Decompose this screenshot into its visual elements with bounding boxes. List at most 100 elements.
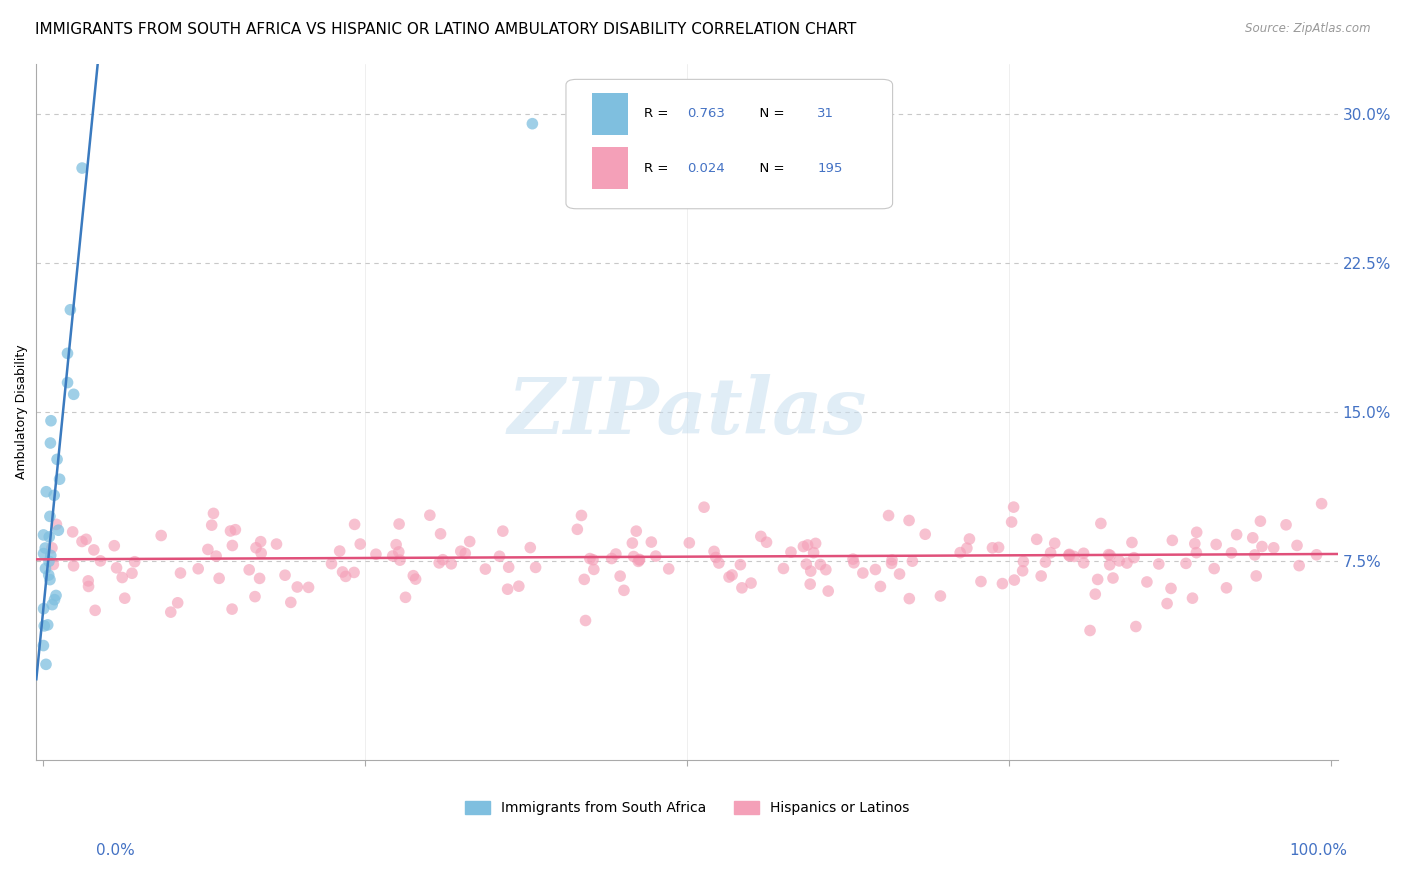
Point <box>458 534 481 549</box>
Point <box>343 517 366 532</box>
Point <box>1249 514 1271 528</box>
Point <box>41 541 63 555</box>
Point <box>880 553 903 567</box>
Text: 0.763: 0.763 <box>688 107 725 120</box>
Text: R =: R = <box>644 107 672 120</box>
Point <box>780 545 803 559</box>
Point <box>799 577 821 591</box>
Point <box>364 547 387 561</box>
Point <box>249 571 271 585</box>
Point <box>274 568 297 582</box>
Point <box>32 619 55 633</box>
Point <box>166 596 188 610</box>
Point <box>842 556 865 570</box>
Point <box>852 566 875 580</box>
Point <box>865 562 887 576</box>
Point <box>1035 555 1057 569</box>
Point <box>772 561 794 575</box>
Point <box>574 573 596 587</box>
Point <box>285 580 308 594</box>
Point <box>402 568 425 582</box>
Text: 31: 31 <box>817 107 834 120</box>
Point <box>889 566 911 581</box>
Point <box>1059 547 1081 561</box>
Point <box>77 579 100 593</box>
Point <box>496 582 519 597</box>
Point <box>949 546 972 560</box>
Point <box>508 579 530 593</box>
Point <box>970 574 993 589</box>
Point <box>124 555 146 569</box>
Point <box>474 562 496 576</box>
Point <box>981 541 1004 555</box>
Point <box>1181 591 1204 606</box>
Point <box>718 570 741 584</box>
Point <box>349 537 371 551</box>
Point <box>35 484 58 499</box>
Point <box>1175 557 1198 571</box>
Point <box>522 117 544 131</box>
Point <box>898 513 921 527</box>
Point <box>524 560 547 574</box>
Point <box>1039 546 1062 560</box>
Point <box>627 554 650 568</box>
Point <box>707 556 730 570</box>
Point <box>1002 573 1025 587</box>
Point <box>34 561 56 575</box>
Point <box>38 530 60 544</box>
Point <box>1185 525 1208 540</box>
Point <box>56 376 79 390</box>
Point <box>1012 555 1035 569</box>
Point <box>1305 548 1327 562</box>
Point <box>730 558 752 572</box>
Point <box>32 528 55 542</box>
Text: 100.0%: 100.0% <box>1289 843 1347 858</box>
Point <box>440 557 463 571</box>
Point <box>39 509 62 524</box>
Point <box>804 536 827 550</box>
Bar <box>592 147 628 189</box>
Point <box>150 528 173 542</box>
FancyBboxPatch shape <box>567 79 893 209</box>
Point <box>250 546 273 560</box>
Point <box>394 591 416 605</box>
Point <box>1087 573 1109 587</box>
Point <box>208 571 231 585</box>
Point <box>62 387 84 401</box>
Point <box>628 553 651 567</box>
Point <box>62 558 84 573</box>
Point <box>1123 550 1146 565</box>
Point <box>488 549 510 564</box>
Point <box>582 562 605 576</box>
Point <box>1025 533 1047 547</box>
Point <box>1310 497 1333 511</box>
Point <box>869 579 891 593</box>
Text: 0.024: 0.024 <box>688 161 724 175</box>
Point <box>623 549 645 564</box>
Point <box>39 549 62 563</box>
Point <box>1098 548 1121 562</box>
Point <box>1136 574 1159 589</box>
Point <box>987 541 1010 555</box>
Point <box>1288 558 1310 573</box>
Point <box>1099 549 1122 563</box>
Point <box>626 524 648 538</box>
Point <box>388 545 411 559</box>
Point <box>1063 549 1085 564</box>
Point <box>1031 569 1053 583</box>
Point <box>219 524 242 538</box>
Point <box>75 533 97 547</box>
Point <box>1205 537 1227 551</box>
Point <box>704 550 727 565</box>
Point <box>1084 587 1107 601</box>
Point <box>221 602 243 616</box>
Point <box>243 590 266 604</box>
Point <box>796 538 818 552</box>
Text: R =: R = <box>644 161 672 175</box>
Point <box>46 452 69 467</box>
Point <box>454 546 477 560</box>
Point <box>1116 556 1139 570</box>
Point <box>792 540 814 554</box>
Point <box>1251 540 1274 554</box>
Point <box>169 566 191 580</box>
